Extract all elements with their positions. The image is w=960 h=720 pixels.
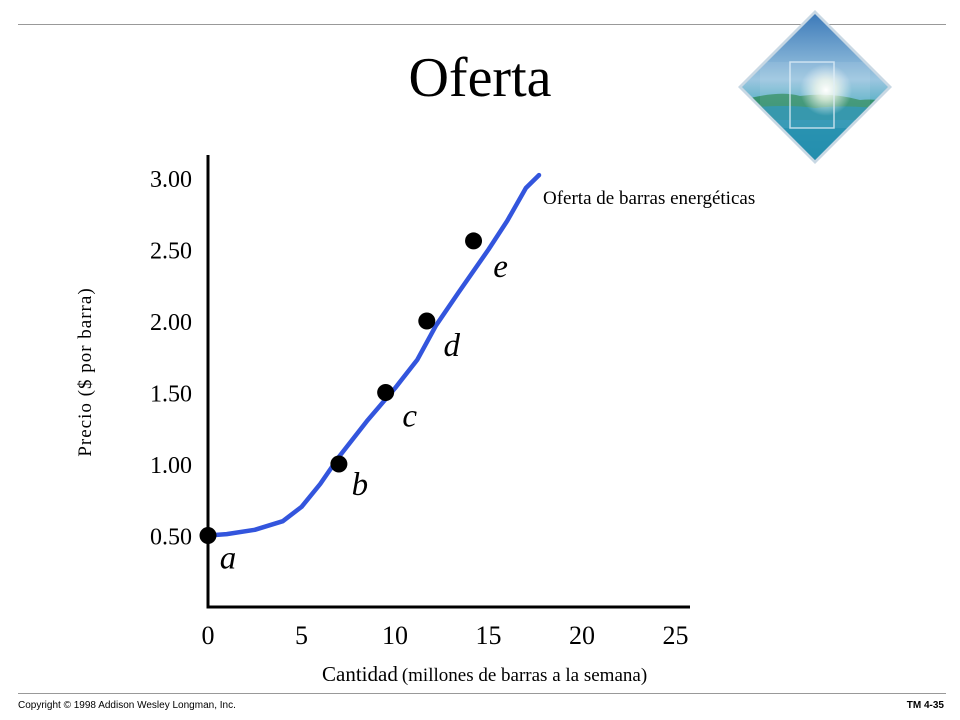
point-marker-e [465,232,483,250]
point-label-b: b [352,467,369,503]
bottom-rule [18,693,946,694]
slide-id: TM 4-35 [906,700,944,711]
chart-axes [206,155,690,609]
y-tick-label: 1.50 [150,382,192,408]
x-tick-label: 0 [202,621,215,650]
y-tick-label: 1.00 [150,453,192,479]
x-tick-label: 15 [476,621,502,650]
point-marker-d [418,312,436,330]
x-axis-label: Cantidad (millones de barras a la semana… [322,662,647,687]
x-tick-label: 10 [382,621,408,650]
point-marker-b [330,455,348,473]
x-axis-label-main: Cantidad [322,662,398,686]
x-axis-label-sub: (millones de barras a la semana) [401,665,648,686]
x-tick-labels: 0 5 10 15 20 25 [202,621,689,650]
point-label-c: c [402,399,417,435]
y-tick-label: 2.00 [150,310,192,336]
y-tick-label: 0.50 [150,525,192,551]
top-rule [18,24,946,25]
x-tick-label: 25 [663,621,689,650]
y-tick-labels: 0.50 1.00 1.50 2.00 2.50 3.00 [150,167,192,551]
y-tick-label: 3.00 [150,167,192,193]
point-marker-c [377,384,395,401]
point-label-e: e [493,249,508,285]
y-axis-label: Precio ($ por barra) [75,287,96,457]
y-tick-label: 2.50 [150,239,192,265]
point-label-a: a [220,541,237,577]
point-label-d: d [444,328,461,364]
x-tick-label: 5 [295,621,308,650]
data-points: a bcd e [199,232,508,577]
series-label: Oferta de barras energéticas [543,188,755,209]
x-tick-label: 20 [569,621,595,650]
point-marker-a [199,527,217,544]
series-line [205,172,542,538]
series-lines [205,172,542,538]
copyright-text: Copyright © 1998 Addison Wesley Longman,… [18,700,236,711]
page-title: Oferta [408,47,552,109]
